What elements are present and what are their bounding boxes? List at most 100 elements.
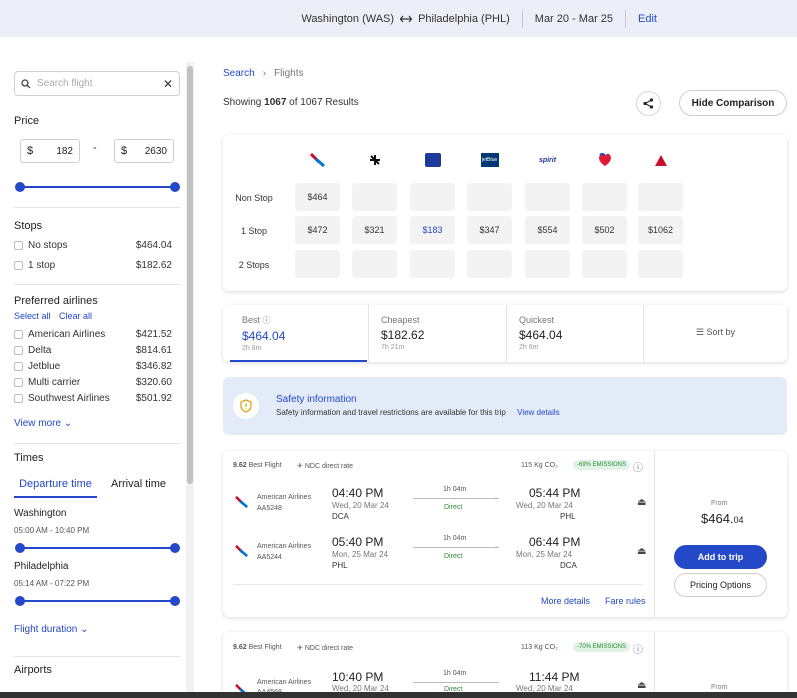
airline-option[interactable]: American Airlines $421.52 <box>14 329 172 340</box>
flight-search-box[interactable]: ✕ <box>14 71 180 96</box>
stop-option-nonstop[interactable]: No stops $464.04 <box>14 240 172 251</box>
flight-search-input[interactable] <box>36 78 157 89</box>
stop-price: $464.04 <box>135 240 172 251</box>
ndc-label: NDC direct rate <box>304 645 354 652</box>
checkbox[interactable] <box>14 378 23 387</box>
jetblue-logo-icon[interactable]: jetBlue <box>467 150 512 170</box>
matrix-cell-twostop[interactable] <box>582 250 627 278</box>
safety-text: Safety information and travel restrictio… <box>276 408 560 417</box>
matrix-cell-onestop[interactable]: $472 <box>295 216 340 244</box>
matrix-cell-nonstop[interactable] <box>410 183 455 211</box>
matrix-cell-onestop[interactable]: $183 <box>410 216 455 244</box>
view-details-link[interactable]: View details <box>517 408 560 417</box>
share-button[interactable] <box>636 91 661 116</box>
delta-logo-icon[interactable] <box>638 150 683 170</box>
philadelphia-slider-max-handle[interactable] <box>170 596 180 606</box>
checkbox[interactable] <box>14 261 23 270</box>
edit-search-link[interactable]: Edit <box>638 12 657 25</box>
add-to-trip-button[interactable]: Add to trip <box>674 545 767 569</box>
matrix-cell-twostop[interactable] <box>525 250 570 278</box>
hide-comparison-button[interactable]: Hide Comparison <box>679 90 787 116</box>
min-price-field[interactable]: $ 182 <box>20 139 80 163</box>
spirit-logo-icon[interactable]: spirit <box>538 156 557 164</box>
sort-cheapest[interactable]: Cheapest $182.62 7h 21m <box>368 305 505 362</box>
matrix-cell-onestop[interactable]: $502 <box>582 216 627 244</box>
airline-name: American Airlines <box>257 494 312 501</box>
clear-all-link[interactable]: Clear all <box>59 311 93 321</box>
price-slider-track[interactable] <box>19 186 175 188</box>
matrix-cell-onestop[interactable]: $1062 <box>638 216 683 244</box>
fare-rules-link[interactable]: Fare rules <box>605 596 646 606</box>
flight-result-card: 9.62 Best Flight ✈ NDC direct rate 113 K… <box>223 632 787 698</box>
stop-type: Direct <box>444 504 463 511</box>
sidebar-scrollbar-thumb[interactable] <box>187 66 193 484</box>
date-range[interactable]: Mar 20 - Mar 25 <box>534 12 614 25</box>
stop-option-one-stop[interactable]: 1 stop $182.62 <box>14 260 172 271</box>
score-label: Best Flight <box>248 644 282 651</box>
multi-carrier-logo-icon[interactable] <box>352 150 397 170</box>
airports-title[interactable]: Airports <box>14 664 52 676</box>
pricing-options-button[interactable]: Pricing Options <box>674 573 767 597</box>
matrix-cell-onestop[interactable]: $321 <box>352 216 397 244</box>
sort-best[interactable]: Best ⓘ $464.04 2h 8m <box>230 305 367 362</box>
matrix-cell-onestop[interactable]: $347 <box>467 216 512 244</box>
american-airlines-logo-icon[interactable] <box>295 150 340 170</box>
info-icon[interactable]: ⓘ <box>633 463 643 474</box>
matrix-cell-twostop[interactable] <box>352 250 397 278</box>
price-slider-min-handle[interactable] <box>15 182 25 192</box>
matrix-cell-twostop[interactable] <box>638 250 683 278</box>
matrix-cell-twostop[interactable] <box>467 250 512 278</box>
checkbox[interactable] <box>14 394 23 403</box>
info-icon[interactable]: ⓘ <box>633 645 643 656</box>
philadelphia-time-slider[interactable] <box>19 600 175 602</box>
matrix-cell-nonstop[interactable] <box>467 183 512 211</box>
chevron-right-icon: › <box>262 68 267 79</box>
sort-quickest[interactable]: Quickest $464.04 2h 8m <box>506 305 643 362</box>
airline-option[interactable]: Jetblue $346.82 <box>14 361 172 372</box>
divider <box>14 443 180 444</box>
airline-label: American Airlines <box>28 329 106 340</box>
matrix-cell-nonstop[interactable] <box>582 183 627 211</box>
route-summary[interactable]: Washington (WAS) Philadelphia (PHL) <box>301 13 509 25</box>
range-dash: - <box>93 142 97 154</box>
washington-time-slider[interactable] <box>19 547 175 549</box>
airline-select-links: Select all Clear all <box>14 311 92 321</box>
washington-slider-min-handle[interactable] <box>15 543 25 553</box>
united-logo-icon[interactable] <box>410 150 455 170</box>
checkbox[interactable] <box>14 362 23 371</box>
airline-label: Jetblue <box>28 361 61 372</box>
view-more-airlines-link[interactable]: View more ⌄ <box>14 418 72 429</box>
southwest-logo-icon[interactable] <box>582 150 627 170</box>
checkbox[interactable] <box>14 330 23 339</box>
airline-option[interactable]: Multi carrier $320.60 <box>14 377 172 388</box>
flight-duration-toggle[interactable]: Flight duration ⌄ <box>14 624 89 635</box>
matrix-cell-nonstop[interactable] <box>638 183 683 211</box>
checkbox[interactable] <box>14 346 23 355</box>
breadcrumb-search[interactable]: Search <box>223 68 255 79</box>
washington-slider-max-handle[interactable] <box>170 543 180 553</box>
price-slider-max-handle[interactable] <box>170 182 180 192</box>
matrix-cell-twostop[interactable] <box>410 250 455 278</box>
checkbox[interactable] <box>14 241 23 250</box>
tab-arrival-time[interactable]: Arrival time <box>110 478 166 490</box>
showing-prefix: Showing <box>223 97 262 108</box>
times-title: Times <box>14 452 44 464</box>
airline-option[interactable]: Southwest Airlines $501.92 <box>14 393 172 404</box>
airline-option[interactable]: Delta $814.61 <box>14 345 172 356</box>
philadelphia-slider-min-handle[interactable] <box>15 596 25 606</box>
flight-score: 9.62 Best Flight <box>233 644 282 651</box>
stop-type: Direct <box>444 553 463 560</box>
clear-icon[interactable]: ✕ <box>162 76 173 91</box>
sort-by-button[interactable]: ☰ Sort by <box>643 305 787 362</box>
matrix-cell-nonstop[interactable]: $464 <box>295 183 340 211</box>
max-price-field[interactable]: $ 2630 <box>114 139 174 163</box>
stops-title: Stops <box>14 220 43 232</box>
matrix-cell-onestop[interactable]: $554 <box>525 216 570 244</box>
more-details-link[interactable]: More details <box>541 596 591 606</box>
matrix-cell-twostop[interactable] <box>295 250 340 278</box>
select-all-link[interactable]: Select all <box>14 311 51 321</box>
matrix-cell-nonstop[interactable] <box>352 183 397 211</box>
stop-price: $182.62 <box>135 260 172 271</box>
tab-departure-time[interactable]: Departure time <box>14 474 97 498</box>
matrix-cell-nonstop[interactable] <box>525 183 570 211</box>
